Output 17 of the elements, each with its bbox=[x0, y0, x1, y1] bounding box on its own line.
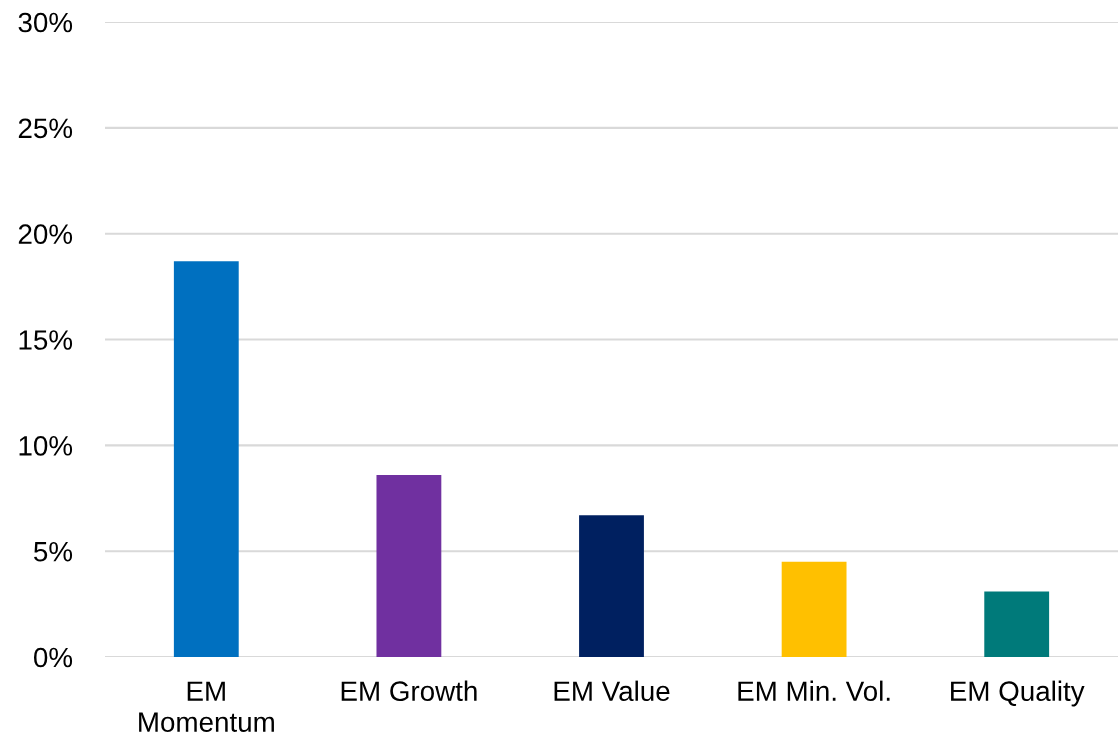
y-tick-label: 25% bbox=[18, 118, 73, 139]
y-tick-label: 20% bbox=[18, 224, 73, 245]
x-tick-label: EM Quality bbox=[951, 680, 1085, 707]
bar bbox=[173, 261, 239, 657]
y-tick-label: 15% bbox=[19, 330, 73, 350]
x-tick-label: EM Momentum bbox=[139, 681, 274, 732]
bar bbox=[579, 515, 644, 657]
bar bbox=[781, 561, 847, 657]
x-tick-label: EM Value bbox=[554, 680, 670, 702]
y-tick-label: 10% bbox=[19, 436, 73, 456]
y-tick-label: 30% bbox=[18, 12, 73, 33]
y-tick-label: 0% bbox=[33, 647, 73, 668]
y-tick-label: 5% bbox=[34, 541, 73, 562]
x-tick-label: EM Growth bbox=[341, 680, 477, 702]
bar bbox=[984, 591, 1050, 657]
x-tick-label: EM Min. Vol. bbox=[738, 680, 890, 702]
bar bbox=[376, 474, 442, 657]
